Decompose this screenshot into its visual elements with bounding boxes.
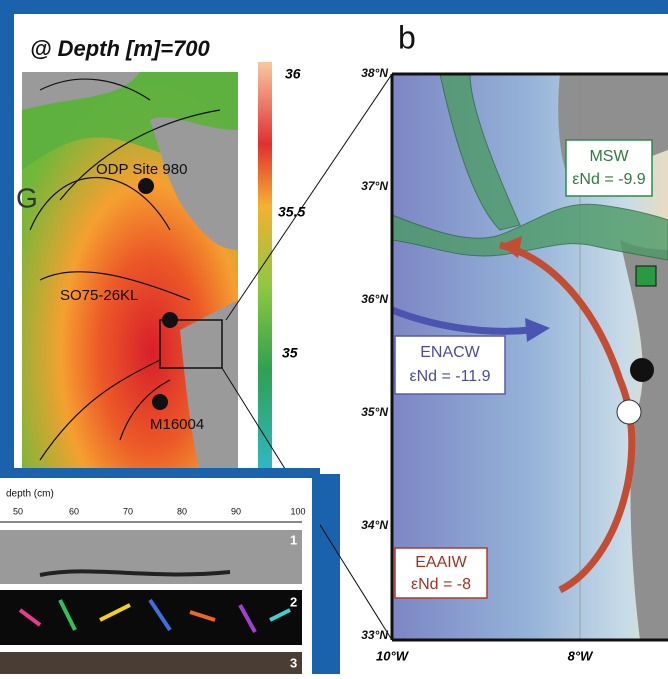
water-mass-name: ENACW xyxy=(420,344,480,361)
water-mass-end: εNd = -11.9 xyxy=(409,368,490,385)
water-mass-name: MSW xyxy=(589,148,629,165)
strip xyxy=(0,652,302,674)
lat-label: 35°N xyxy=(361,405,388,419)
tick-label: 70 xyxy=(123,506,133,516)
site-marker xyxy=(162,312,178,328)
site-label: ODP Site 980 xyxy=(96,161,187,178)
colorbar-tick: 35.5 xyxy=(278,204,305,220)
tick-label: 100 xyxy=(290,506,305,516)
lon-label: 8°W xyxy=(568,648,594,663)
axis-title: depth (cm) xyxy=(6,489,54,500)
lat-label: 38°N xyxy=(361,66,388,80)
colorbar-tick: 36 xyxy=(285,66,301,82)
site-marker xyxy=(617,400,641,424)
site-label: M16004 xyxy=(150,416,204,433)
water-mass-name: EAAIW xyxy=(415,554,467,571)
lat-label: 34°N xyxy=(361,518,388,532)
strip-number: 2 xyxy=(290,594,297,609)
water-mass-end: εNd = -8 xyxy=(411,576,471,593)
tick-label: 80 xyxy=(177,506,187,516)
lat-label: 36°N xyxy=(361,292,388,306)
panel-label: b xyxy=(398,19,416,55)
panel-title: @ Depth [m]=700 xyxy=(30,36,211,61)
colorbar xyxy=(258,62,272,472)
lon-label: 10°W xyxy=(376,648,410,663)
strip-number: 3 xyxy=(290,655,297,670)
site-marker xyxy=(152,394,168,410)
partial-label: G xyxy=(16,182,38,213)
water-mass-end: εNd = -9.9 xyxy=(572,171,645,188)
site-marker xyxy=(636,266,656,286)
strip xyxy=(0,590,302,645)
tick-label: 60 xyxy=(69,506,79,516)
lat-label: 37°N xyxy=(361,179,388,193)
site-marker xyxy=(138,178,154,194)
tick-label: 90 xyxy=(231,506,241,516)
figure: ODP Site 980 SO75-26KL M16004 G @ Depth … xyxy=(0,0,668,674)
lat-label: 33°N xyxy=(361,628,388,642)
strip-number: 1 xyxy=(290,532,297,547)
colorbar-tick: 35 xyxy=(282,345,298,361)
site-marker xyxy=(630,358,654,382)
site-label: SO75-26KL xyxy=(60,287,138,304)
tick-label: 50 xyxy=(13,506,23,516)
